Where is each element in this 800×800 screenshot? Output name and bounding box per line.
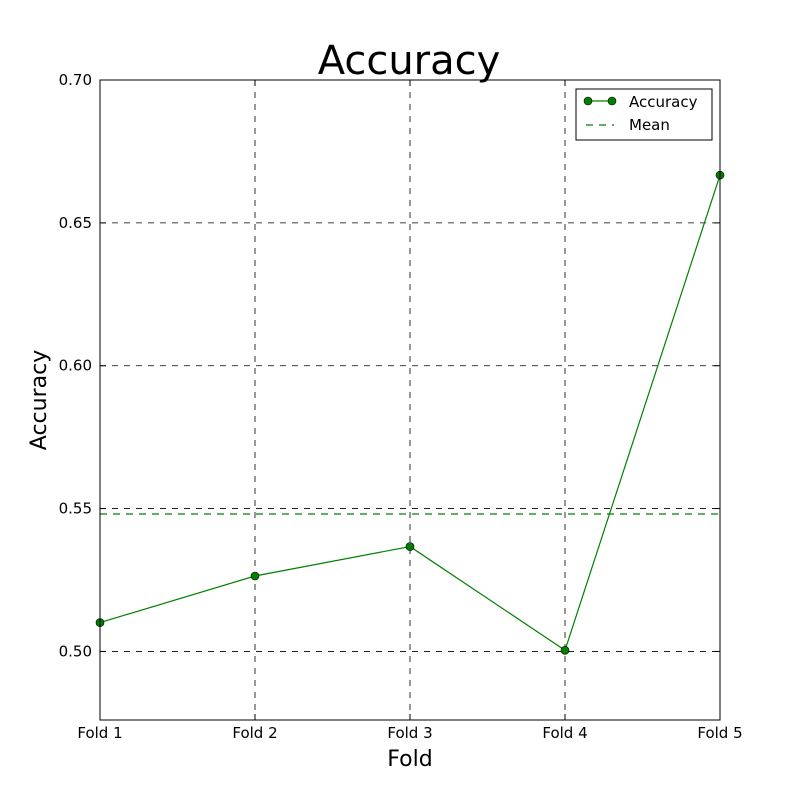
x-tick-label: Fold 5 — [697, 724, 742, 742]
legend-mean-label: Mean — [629, 116, 670, 134]
y-tick-label: 0.70 — [59, 71, 92, 89]
x-tick-label: Fold 3 — [387, 724, 432, 742]
y-tick-label: 0.55 — [59, 500, 92, 518]
y-tick-label: 0.50 — [59, 642, 92, 660]
legend: Accuracy Mean — [575, 88, 713, 141]
y-axis-label: Accuracy — [27, 350, 52, 450]
series-layer — [95, 170, 725, 655]
x-tick-label: Fold 4 — [542, 724, 587, 742]
legend-box — [575, 88, 713, 141]
x-axis-label: Fold — [387, 747, 432, 772]
legend-accuracy-marker-right — [607, 96, 617, 106]
series-line — [99, 174, 721, 652]
y-tick-label: 0.65 — [59, 214, 92, 232]
data-point — [250, 571, 260, 581]
legend-accuracy-marker-left — [583, 96, 593, 106]
legend-accuracy-label: Accuracy — [629, 93, 698, 111]
data-point — [405, 542, 415, 551]
ticks-layer: 0.50 0.55 0.60 0.65 0.70 Fold 1 Fold 2 Fold 3 Fo… — [59, 71, 743, 742]
data-point — [560, 645, 570, 655]
chart-title: Accuracy — [318, 38, 501, 84]
y-tick-label: 0.60 — [59, 357, 92, 375]
x-tick-label: Fold 2 — [232, 724, 277, 742]
grid-layer — [99, 79, 721, 720]
x-tick-label: Fold 1 — [77, 724, 122, 742]
